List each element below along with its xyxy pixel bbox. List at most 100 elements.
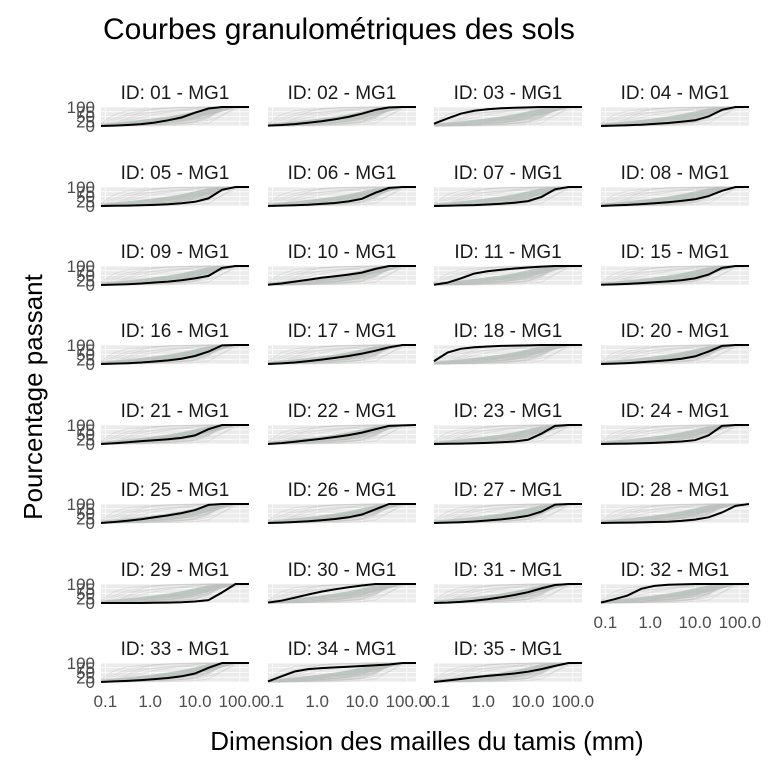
background-curve — [100, 503, 249, 524]
background-curve — [433, 106, 582, 127]
background-curve — [267, 583, 416, 604]
facet-panel: ID: 20 - MG1 — [600, 321, 750, 365]
background-curve — [267, 583, 416, 604]
y-tick-label: 50 — [76, 664, 95, 683]
facet-panel: ID: 17 - MG1 — [267, 321, 417, 365]
background-curve — [600, 583, 749, 604]
highlight-curve — [100, 186, 249, 207]
background-curve — [267, 583, 416, 604]
background-curve — [433, 662, 582, 683]
facet-panel: ID: 32 - MG1 0.1 1.0 10.0 100.0 — [594, 560, 762, 632]
facet-panel: ID: 11 - MG1 — [433, 242, 583, 286]
background-curve — [100, 583, 249, 604]
highlight-curve — [433, 186, 582, 207]
background-curve — [267, 662, 416, 683]
y-tick-label: 75 — [76, 262, 95, 281]
facet-panel: ID: 18 - MG1 — [433, 321, 583, 365]
highlight-curve — [100, 344, 249, 365]
background-curve — [267, 662, 416, 680]
background-curve — [601, 265, 749, 286]
background-curve — [433, 503, 582, 524]
facet-panel: ID: 07 - MG1 — [433, 163, 583, 207]
facet-strip-label: ID: 16 - MG1 — [121, 321, 230, 342]
facet-strip-label: ID: 15 - MG1 — [621, 242, 730, 263]
background-curve — [433, 662, 582, 683]
background-curve — [600, 503, 749, 524]
background-curve — [600, 186, 749, 207]
background-curve — [600, 265, 749, 286]
background-curve — [433, 265, 582, 286]
background-curve — [100, 106, 249, 126]
highlight-curve — [433, 424, 582, 445]
highlight-curve — [433, 344, 582, 362]
y-tick-label: 50 — [76, 585, 95, 604]
background-curve — [100, 424, 249, 445]
facet-strip-label: ID: 03 - MG1 — [454, 83, 563, 104]
background-curve — [100, 265, 249, 284]
specification-band — [268, 663, 416, 682]
background-curve — [267, 503, 416, 524]
background-curve — [433, 186, 582, 205]
background-curve — [600, 583, 749, 604]
specification-band — [101, 425, 249, 444]
background-curve — [433, 265, 582, 286]
background-curve — [600, 503, 749, 524]
facet-strip-label: ID: 26 - MG1 — [288, 480, 397, 501]
y-tick-label: 0 — [86, 197, 95, 216]
facet-strip-label: ID: 28 - MG1 — [621, 480, 730, 501]
background-curve — [100, 583, 249, 604]
highlight-curve — [600, 106, 749, 127]
background-curve — [100, 265, 249, 286]
facet-strip-label: ID: 05 - MG1 — [121, 163, 230, 184]
specification-band — [434, 266, 582, 285]
x-tick-label: 10.0 — [511, 692, 544, 711]
highlight-curve — [100, 503, 249, 524]
highlight-curve — [100, 662, 249, 683]
background-curve — [100, 186, 249, 207]
highlight-curve — [600, 344, 749, 365]
background-curve — [433, 186, 582, 207]
background-curve — [268, 424, 416, 445]
background-curve — [433, 344, 582, 365]
background-curve — [267, 662, 416, 681]
background-curve — [267, 265, 416, 286]
background-curve — [100, 186, 249, 204]
y-tick-label: 100 — [67, 98, 95, 117]
facet-panel: ID: 08 - MG1 — [600, 163, 750, 207]
background-curve — [433, 106, 582, 127]
background-curve — [267, 265, 417, 286]
background-curve — [267, 106, 416, 127]
background-curve — [100, 344, 249, 365]
background-curve — [433, 265, 582, 286]
background-curve — [433, 186, 582, 207]
background-curve — [100, 503, 249, 524]
facet-strip-label: ID: 02 - MG1 — [288, 83, 397, 104]
background-curve — [100, 583, 249, 604]
background-curve — [100, 583, 249, 602]
background-curve — [433, 344, 582, 365]
background-curve — [100, 503, 249, 524]
background-curve — [267, 662, 416, 683]
highlight-curve — [267, 583, 416, 604]
background-curve — [600, 186, 749, 207]
background-curve — [100, 186, 250, 207]
background-curve — [600, 186, 749, 207]
background-curve — [267, 424, 416, 445]
background-curve — [100, 186, 249, 207]
background-curve — [433, 265, 582, 286]
background-curve — [100, 583, 249, 604]
background-curve — [267, 265, 416, 286]
background-curve — [267, 344, 416, 363]
background-curve — [267, 106, 416, 127]
background-curve — [433, 186, 582, 207]
highlight-curve — [267, 265, 416, 286]
background-curve — [100, 583, 249, 604]
y-tick-label: 25 — [76, 112, 95, 131]
y-tick-label: 75 — [76, 580, 95, 599]
y-tick-label: 100 — [67, 178, 95, 197]
facet-strip-label: ID: 18 - MG1 — [454, 321, 563, 342]
background-curve — [100, 186, 249, 207]
background-curve — [434, 265, 582, 286]
